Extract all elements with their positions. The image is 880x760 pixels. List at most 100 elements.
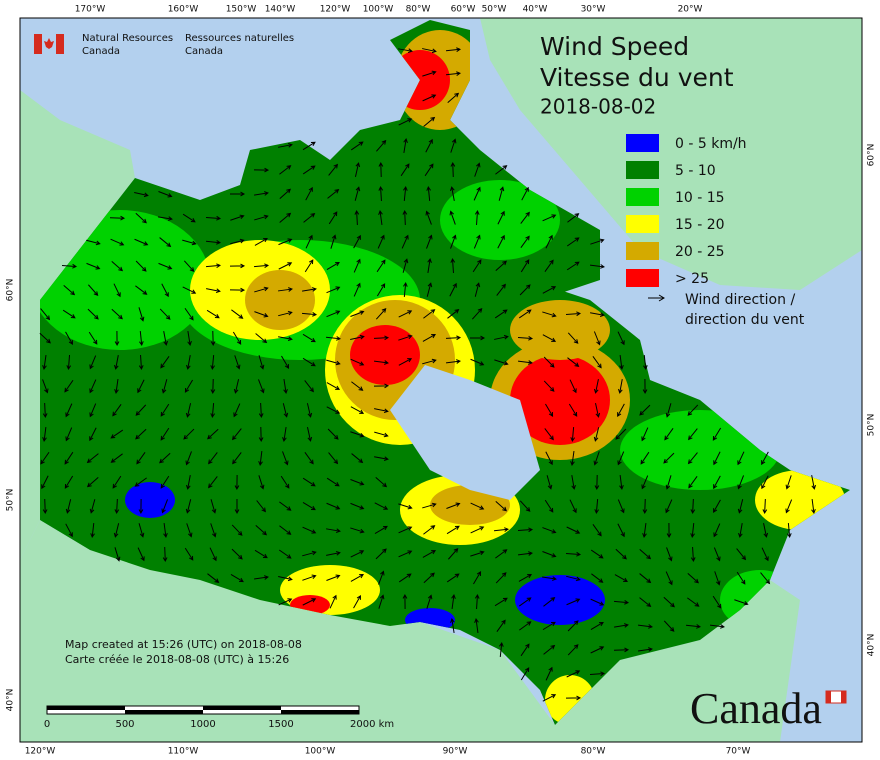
wind-arrow (761, 451, 769, 466)
wind-arrow (158, 191, 173, 198)
graticule-label: 40°N (6, 689, 16, 712)
wind-arrow (494, 334, 509, 340)
wind-arrow (328, 452, 339, 465)
graticule-label: 50°N (867, 414, 877, 437)
wind-arrow (474, 593, 480, 610)
wind-arrow (687, 597, 700, 607)
wind-arrow (570, 426, 576, 443)
wind-arrow (565, 311, 582, 317)
wind-arrow (425, 210, 432, 225)
wind-arrow (423, 116, 436, 127)
wind-arrow (134, 191, 149, 198)
wind-arrow (353, 258, 361, 273)
wind-arrow (542, 286, 557, 294)
wind-arrow (542, 621, 556, 631)
wind-arrow (163, 522, 168, 538)
wind-arrow (234, 498, 240, 515)
wind-arrow (736, 548, 747, 561)
wind-arrow (258, 355, 265, 370)
wind-arrow (109, 215, 126, 221)
agency-text: Canada (82, 46, 120, 57)
wind-arrow (135, 428, 147, 440)
wind-arrow (422, 358, 437, 365)
wind-arrow (207, 573, 220, 583)
wind-arrow (374, 456, 389, 461)
wind-arrow (398, 310, 413, 318)
wind-arrow (543, 356, 555, 368)
wind-arrow (161, 499, 168, 514)
wind-arrow (543, 644, 556, 655)
wind-arrow (617, 403, 625, 418)
wind-arrow (590, 238, 605, 245)
wind-arrow (229, 287, 246, 293)
scale-label: 1000 (190, 719, 215, 730)
wind-arrow (642, 378, 648, 395)
wind-arrow (160, 403, 170, 417)
wind-arrow (469, 335, 486, 341)
wind-arrow (542, 334, 557, 342)
wind-arrow (231, 309, 244, 319)
wind-arrow (89, 403, 97, 418)
wind-arrow (473, 571, 482, 585)
wind-arrow (326, 382, 341, 390)
wind-arrow (713, 547, 721, 562)
wind-arrow (182, 213, 196, 223)
wind-arrow (280, 475, 290, 489)
wind-arrow (139, 330, 144, 347)
wind-arrow (517, 527, 534, 533)
wind-arrow (471, 307, 483, 320)
wind-arrow (398, 358, 413, 366)
wind-arrow (423, 309, 436, 319)
wind-arrow (114, 498, 120, 515)
wind-arrow (786, 522, 792, 539)
wind-arrow (497, 210, 505, 225)
wind-arrow (665, 499, 673, 514)
wind-arrow (304, 259, 314, 273)
wind-arrow (640, 451, 650, 465)
wind-arrow (615, 548, 627, 560)
wind-arrow (593, 331, 601, 346)
wind-arrow (422, 48, 437, 54)
wind-arrow (184, 307, 194, 321)
wind-arrow (230, 238, 245, 245)
wind-arrow (374, 525, 388, 535)
wind-arrow (470, 526, 485, 534)
wind-arrow (447, 92, 460, 103)
wind-arrow (258, 379, 265, 394)
wind-arrow (760, 572, 771, 585)
wind-arrow (230, 574, 244, 583)
wind-arrow (86, 477, 99, 488)
wind-arrow (373, 383, 390, 389)
wind-arrow (687, 404, 699, 416)
wind-arrow (495, 549, 508, 559)
wind-arrow (62, 309, 76, 319)
wind-arrow (232, 428, 242, 441)
graticule-label: 50°W (482, 5, 507, 15)
wind-arrow (738, 523, 743, 538)
wind-arrow (159, 237, 172, 248)
wind-arrow (90, 522, 95, 538)
wind-arrow (158, 262, 173, 270)
wind-arrow (351, 453, 364, 464)
wind-arrow (110, 429, 124, 439)
wind-arrow (688, 428, 698, 441)
wind-arrow (378, 570, 385, 585)
wind-arrow (712, 595, 722, 609)
wind-arrow (279, 165, 292, 175)
wind-arrow (495, 572, 507, 584)
wind-arrow (594, 474, 600, 491)
wind-arrow (65, 331, 73, 345)
wind-arrow (255, 333, 268, 344)
wind-arrow (353, 282, 361, 297)
wind-arrow (351, 381, 364, 391)
wind-arrow (350, 310, 365, 317)
wind-arrow (687, 452, 698, 465)
wind-arrow (519, 621, 532, 631)
wind-arrow (663, 452, 675, 464)
wind-arrow (86, 453, 99, 464)
wind-arrow (113, 523, 120, 538)
wind-arrow (253, 167, 270, 173)
legend-swatch (626, 242, 659, 260)
wind-arrow (494, 597, 508, 607)
wind-arrow (279, 501, 292, 511)
